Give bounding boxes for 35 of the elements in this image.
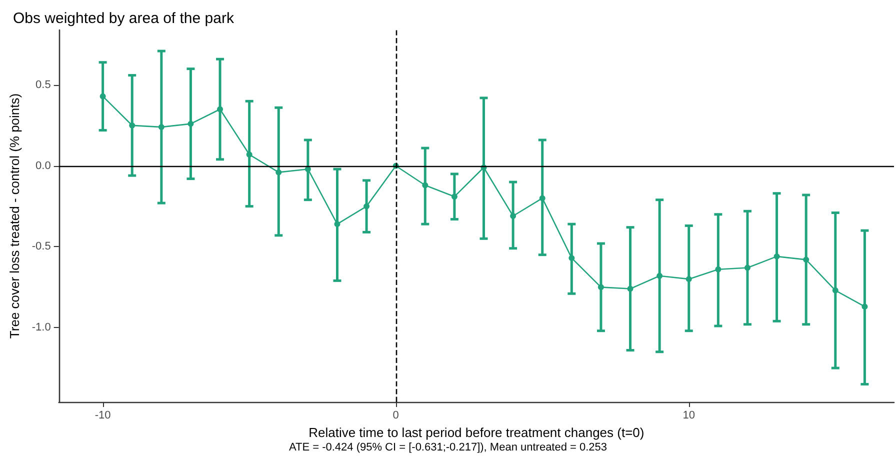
point xyxy=(568,255,575,262)
x-tick-label: 0 xyxy=(392,410,399,422)
point xyxy=(715,266,722,272)
point xyxy=(656,272,663,279)
chart-title: Obs weighted by area of the park xyxy=(13,10,234,27)
y-tick-label: 0.0 xyxy=(36,160,51,172)
x-axis-title: Relative time to last period before treatment changes (t=0) xyxy=(308,424,644,440)
y-axis-title: Tree cover loss treated - control (% points) xyxy=(7,93,22,339)
point xyxy=(774,253,780,260)
point xyxy=(422,182,428,188)
point xyxy=(188,120,194,127)
point xyxy=(158,124,164,130)
point xyxy=(364,203,370,210)
x-tick-label: 10 xyxy=(682,410,695,422)
point xyxy=(451,194,458,200)
point xyxy=(744,264,750,271)
point xyxy=(686,276,692,282)
text: ATE = -0.424 (95% CI = [-0.631;-0.217]), Mean untreated = 0.253 xyxy=(288,442,608,454)
y-tick-label: -0.5 xyxy=(32,240,51,253)
point xyxy=(129,122,136,128)
point xyxy=(862,304,868,310)
point xyxy=(100,93,106,100)
point xyxy=(627,286,634,292)
point xyxy=(510,213,516,219)
point xyxy=(539,195,546,202)
point xyxy=(217,106,224,112)
point xyxy=(803,256,810,263)
y-tick-label: -1.0 xyxy=(32,322,51,334)
point xyxy=(276,169,282,176)
point xyxy=(832,287,838,294)
point xyxy=(598,284,604,290)
y-tick-label: 0.5 xyxy=(36,78,51,91)
x-tick-label: -10 xyxy=(94,410,111,422)
point xyxy=(334,221,340,228)
point xyxy=(246,152,252,158)
